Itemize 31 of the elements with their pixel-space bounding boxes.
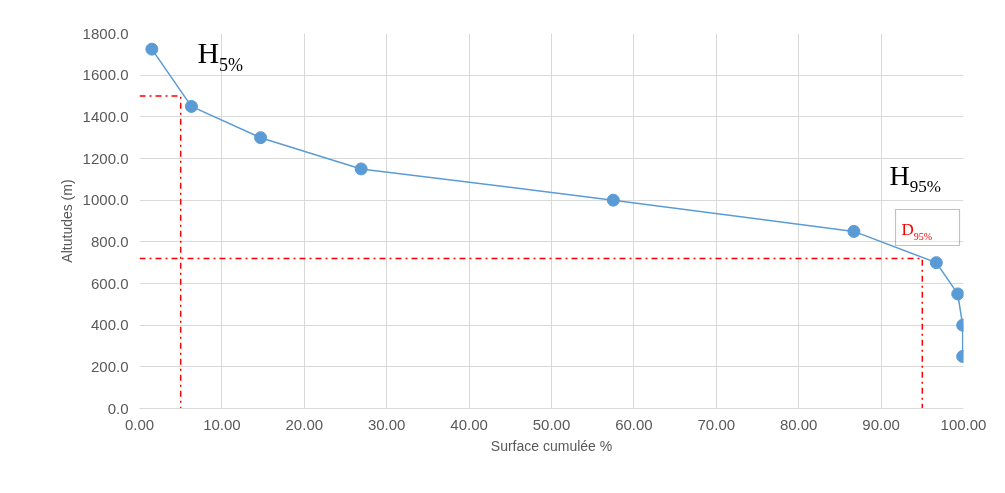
x-tick-label: 50.00 xyxy=(532,415,571,433)
x-tick-label: 10.00 xyxy=(203,415,241,433)
point xyxy=(847,224,861,238)
x-tick-label: 0.00 xyxy=(124,415,155,433)
y-tick-label: 0.0 xyxy=(107,399,129,417)
point xyxy=(145,42,159,56)
x-tick-label: 30.00 xyxy=(367,415,406,433)
x-tick-label: 60.00 xyxy=(615,415,653,433)
y-tick-label: 1200.0 xyxy=(82,149,129,167)
point xyxy=(929,256,943,270)
point xyxy=(354,162,368,176)
y-tick-label: 1000.0 xyxy=(82,191,129,209)
y-tick-label: 600.0 xyxy=(90,274,129,292)
point xyxy=(184,99,198,113)
x-tick-label: 80.00 xyxy=(779,415,818,433)
x-tick-label: 20.00 xyxy=(285,415,324,433)
point xyxy=(951,287,964,301)
y-tick-label: 1400.0 xyxy=(82,107,129,125)
point xyxy=(254,131,268,145)
y-tick-label: 200.0 xyxy=(90,357,129,375)
y-tick-label: 400.0 xyxy=(90,316,129,334)
x-tick-label: 40.00 xyxy=(450,415,488,433)
y-tick-label: 800.0 xyxy=(90,232,129,250)
y-tick-label: 1800.0 xyxy=(82,24,129,42)
y-tick-label: 1600.0 xyxy=(82,66,129,84)
x-axis-title: Surface cumulée % xyxy=(490,437,613,454)
x-tick-label: 70.00 xyxy=(697,415,736,433)
x-tick-label: 90.00 xyxy=(862,415,900,433)
x-tick-label: 100.00 xyxy=(940,415,987,433)
point xyxy=(606,193,620,207)
y-axis-title: Altutudes (m) xyxy=(58,179,75,263)
